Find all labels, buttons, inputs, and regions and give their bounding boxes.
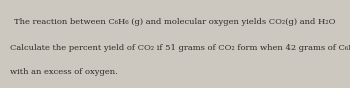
Text: Calculate the percent yield of CO₂ if 51 grams of CO₂ form when 42 grams of C₆H₆: Calculate the percent yield of CO₂ if 51… [10, 44, 350, 51]
Text: The reaction between C₆H₆ (g) and molecular oxygen yields CO₂(g) and H₂O: The reaction between C₆H₆ (g) and molecu… [14, 18, 336, 26]
Text: with an excess of oxygen.: with an excess of oxygen. [10, 68, 118, 76]
